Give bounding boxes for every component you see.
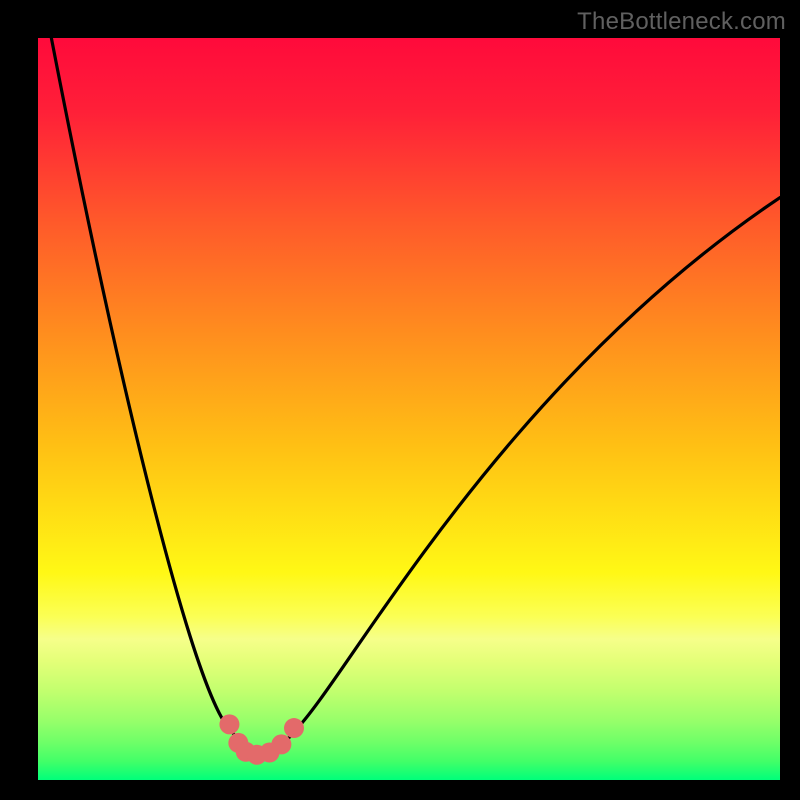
plot-area <box>38 38 780 780</box>
marker-dot <box>219 714 239 734</box>
watermark-text: TheBottleneck.com <box>577 8 786 36</box>
marker-dot <box>284 718 304 738</box>
bottleneck-curve <box>51 38 780 754</box>
marker-group <box>219 714 304 764</box>
curve-layer <box>38 38 780 780</box>
marker-dot <box>271 734 291 754</box>
